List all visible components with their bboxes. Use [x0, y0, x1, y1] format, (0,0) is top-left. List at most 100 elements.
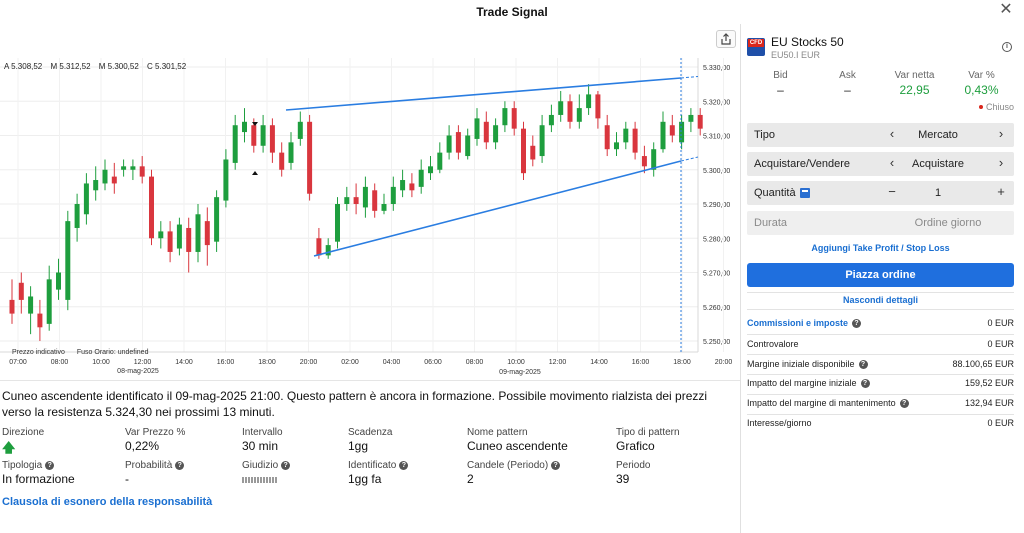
divider	[0, 380, 740, 381]
arrow-up-icon: 🡅	[2, 440, 16, 455]
candle-down	[269, 125, 275, 153]
price-tick-label: 5.280,00	[703, 236, 730, 243]
candle-down	[307, 121, 313, 194]
bid-value: –	[777, 83, 784, 97]
info-icon[interactable]: ?	[858, 359, 868, 369]
chart-area[interactable]: 5.330,00 5.320,00 5.310,00 5.300,00 5.290,00…	[0, 28, 740, 380]
detail-probability: Probabilità? -	[125, 460, 243, 486]
date-label: 09-mag-2025	[499, 369, 541, 376]
time-tick-label: 18:00	[673, 359, 691, 366]
time-tick-label: 10:00	[507, 359, 525, 366]
indicative-price-label: Prezzo indicativo	[12, 349, 65, 356]
candle-down	[186, 227, 192, 252]
divider	[747, 414, 1014, 415]
detail-value: 39	[616, 472, 630, 486]
candle-up	[93, 180, 99, 191]
plus-icon[interactable]: +	[997, 184, 1005, 199]
time-tick-label: 02:00	[341, 359, 359, 366]
candle-up	[158, 231, 164, 239]
candle-down	[167, 231, 173, 252]
net-change-value: 22,95	[899, 83, 930, 97]
quantity-stepper[interactable]: Quantità − 1 +	[747, 181, 1014, 205]
candle-up	[28, 296, 34, 314]
info-icon[interactable]: ?	[860, 378, 870, 388]
chart-footer: Prezzo indicativo Fuso Orario: undefined	[12, 349, 158, 356]
candle-up	[465, 135, 471, 157]
quantity-value[interactable]: 1	[934, 187, 942, 199]
candle-up	[176, 224, 182, 249]
candle-up	[223, 159, 229, 201]
detail-interval: Intervallo 30 min	[242, 427, 360, 453]
bid-label: Bid	[773, 70, 788, 81]
candle-up	[400, 180, 406, 191]
chevron-right-icon[interactable]: ›	[998, 126, 1004, 141]
minus-icon[interactable]: −	[888, 184, 896, 199]
hide-details-link[interactable]: Nascondi dettagli	[842, 295, 918, 305]
take-profit-stop-loss-link[interactable]: Aggiungi Take Profit / Stop Loss	[811, 243, 950, 253]
candle-down	[697, 114, 703, 129]
instrument-name[interactable]: EU Stocks 50	[771, 35, 844, 49]
order-type-label: Tipo	[754, 129, 775, 141]
detail-value: 2	[467, 472, 474, 486]
chevron-right-icon[interactable]: ›	[998, 155, 1004, 170]
candle-up	[195, 214, 201, 252]
info-icon[interactable]: ?	[45, 461, 55, 470]
price-tick-label: 5.320,00	[703, 99, 730, 106]
detail-label: Probabilità	[125, 460, 173, 471]
price-tick-label: 5.310,00	[703, 134, 730, 141]
fee-row-initial-margin: Margine iniziale disponibile? 88.100,65 …	[747, 359, 1014, 373]
info-icon[interactable]: ?	[175, 461, 185, 470]
fee-label: Controvalore	[747, 339, 799, 349]
info-icon[interactable]: ?	[399, 461, 409, 470]
info-icon[interactable]: ?	[852, 318, 862, 328]
order-type-row[interactable]: Tipo ‹ Mercato ›	[747, 123, 1014, 147]
candle-up	[651, 149, 657, 170]
order-type-value: Mercato	[918, 129, 958, 141]
price-chart[interactable]: 5.330,00 5.320,00 5.310,00 5.300,00 5.290,00…	[0, 28, 740, 380]
candle-down	[372, 190, 378, 211]
candle-up	[539, 125, 545, 157]
candle-down	[139, 166, 145, 177]
time-tick-label: 08:00	[51, 359, 69, 366]
detail-label: Giudizio	[242, 460, 279, 471]
info-icon[interactable]: i	[1002, 42, 1012, 52]
calculator-icon[interactable]	[799, 188, 810, 198]
fee-value: 0 EUR	[987, 339, 1014, 349]
divider	[747, 334, 1014, 335]
info-icon[interactable]: ?	[551, 461, 561, 470]
disclaimer-link[interactable]: Clausola di esonero della responsabilità	[2, 496, 213, 508]
fee-label[interactable]: Commissioni e imposte	[747, 318, 849, 328]
candle-up	[623, 128, 629, 143]
divider	[747, 292, 1014, 293]
detail-label: Var Prezzo %	[125, 427, 186, 438]
candle-up	[232, 125, 238, 163]
detail-label: Periodo	[616, 460, 651, 471]
lower-trendline-projection	[680, 156, 699, 162]
place-order-button[interactable]: Piazza ordine	[747, 263, 1014, 287]
price-tick-label: 5.270,00	[703, 271, 730, 278]
info-icon[interactable]: ?	[899, 398, 909, 408]
order-side-row[interactable]: Acquistare/Vendere ‹ Acquistare ›	[747, 152, 1014, 176]
candle-down	[409, 183, 415, 191]
candle-down	[521, 128, 526, 174]
timezone-label: Fuso Orario: undefined	[76, 349, 149, 356]
order-side-value: Acquistare	[912, 158, 964, 170]
chevron-left-icon[interactable]: ‹	[889, 155, 895, 170]
detail-value: 0,22%	[125, 439, 160, 453]
candle-up	[381, 204, 387, 211]
time-tick-label: 08:00	[466, 359, 484, 366]
candle-up	[576, 108, 582, 122]
info-icon[interactable]: ?	[281, 461, 291, 470]
time-tick-label: 10:00	[92, 359, 110, 366]
share-icon[interactable]	[716, 30, 736, 48]
title-bar: Trade Signal ✕	[0, 0, 1024, 24]
chevron-left-icon[interactable]: ‹	[889, 126, 895, 141]
time-tick-label: 20:00	[715, 359, 733, 366]
time-tick-label: 04:00	[383, 359, 401, 366]
date-label: 08-mag-2025	[117, 368, 159, 375]
candle-up	[446, 135, 452, 153]
candle-up	[121, 166, 127, 170]
close-icon[interactable]: ✕	[999, 1, 1013, 18]
time-tick-label: 14:00	[590, 359, 608, 366]
detail-value: 1gg	[348, 439, 369, 453]
